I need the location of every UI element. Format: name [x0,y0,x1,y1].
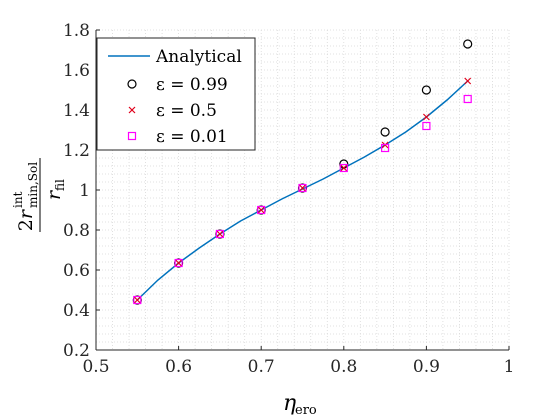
x-tick-label: 0.7 [248,357,275,377]
series-1-point [216,230,224,238]
series-1-point [257,206,265,214]
grid [95,29,510,351]
series-1-point-stroke [133,296,141,304]
x-tick-label: 0.9 [413,357,440,377]
series-1-point [464,77,472,85]
y-tick-label: 1 [79,181,90,201]
series-1-point-stroke [299,184,306,192]
series-0-point [421,85,431,95]
series-1-point [299,184,306,192]
svg-text:ero: ero [295,403,317,418]
series-1-point-stroke [464,77,472,85]
legend-marker-series-0 [127,79,137,89]
series-1-point-stroke [257,206,265,214]
y-tick-label: 1.4 [63,101,90,121]
legend-markers [127,79,137,141]
plot-area [132,39,473,305]
series-1-point-stroke [422,113,430,121]
series-2-point [298,183,307,193]
legend-marker-series-1 [128,106,136,114]
legend-marker-series-2 [127,131,137,141]
series-0-point [380,127,390,137]
x-axis-label: η ero [283,391,317,418]
svg-text:min,Sol: min,Sol [26,162,40,208]
series-1-point [340,164,348,172]
series-2-point [422,121,431,131]
y-tick-label: 1.8 [63,21,90,41]
legend: Analytical ε = 0.99 ε = 0.5 ε = 0.01 [96,37,256,151]
series-2-point [215,229,224,239]
series-2-point [339,163,348,173]
series-1-point [133,296,141,304]
y-axis-label: 2r int min,Sol r fil [11,158,67,232]
tick-labels: 0.5 0.6 0.7 0.8 0.9 1 0.2 0.4 0.6 0.8 1 1.2 1.4 1.6 1.… [63,21,514,377]
y-tick-label: 0.6 [63,261,90,281]
series-2-point [174,258,183,268]
series-1-point-stroke [216,230,224,238]
legend-marker-series-1-stroke [128,106,136,114]
svg-text:2r: 2r [15,208,37,231]
svg-text:fil: fil [53,179,67,191]
svg-text:r: r [43,189,65,200]
series-1-point [422,113,430,121]
series-2-point [463,94,472,104]
x-tick-label: 0.6 [165,357,192,377]
series-0-point [463,39,473,49]
series-1-point-stroke [175,259,183,267]
y-tick-label: 1.2 [63,141,90,161]
y-tick-label: 1.6 [63,61,90,81]
y-tick-label: 0.4 [63,301,90,321]
x-tick-label: 0.5 [82,357,109,377]
series-2-point [381,143,390,153]
series-2-point [257,205,266,215]
legend-label-series-0: ε = 0.99 [156,75,228,95]
legend-label-series-2: ε = 0.01 [156,127,228,147]
y-tick-label: 0.8 [63,221,90,241]
svg-text:int: int [11,191,25,208]
series-1-point-stroke [340,164,348,172]
svg-text:η: η [283,391,296,416]
analytical-line [136,80,469,301]
series-2-point [133,295,142,305]
series-1-point [175,259,183,267]
legend-label-series-1: ε = 0.5 [156,101,217,121]
x-tick-label: 0.8 [330,357,357,377]
y-tick-label: 0.2 [63,341,90,361]
legend-label-analytical: Analytical [155,47,242,67]
x-tick-label: 1 [504,357,515,377]
